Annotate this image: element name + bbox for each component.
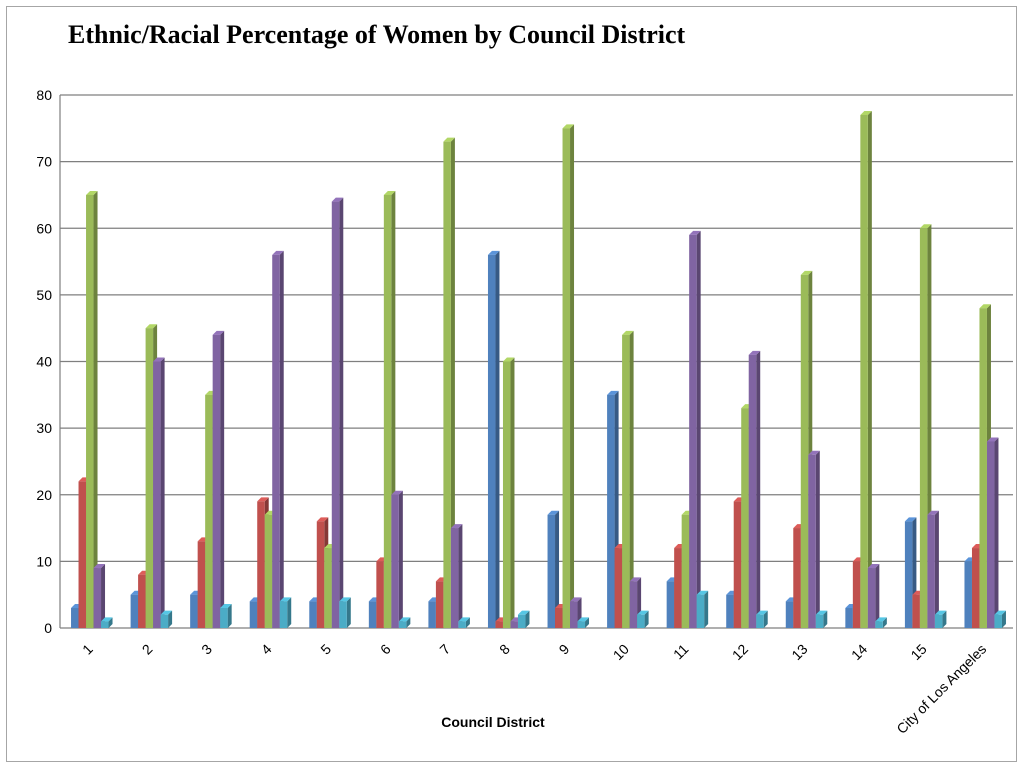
x-tick-label: 11 (670, 641, 692, 663)
x-tick-label: 6 (377, 641, 394, 658)
x-tick-label: 9 (556, 641, 573, 658)
bar (577, 617, 590, 628)
bar (934, 610, 947, 628)
bar (272, 250, 284, 628)
x-tick-label: City of Los Angeles (893, 641, 989, 737)
chart-title: Ethnic/Racial Percentage of Women by Cou… (68, 20, 686, 49)
bar (398, 617, 411, 628)
bar (160, 610, 173, 628)
bar (547, 510, 560, 628)
bar (696, 590, 709, 628)
bar (279, 597, 292, 628)
bar (860, 110, 872, 629)
y-tick-label: 40 (36, 354, 52, 370)
bar (689, 230, 701, 628)
bar (153, 357, 165, 628)
bar (391, 490, 403, 628)
x-tick-label: 13 (788, 641, 810, 663)
bar (443, 137, 455, 628)
y-tick-label: 60 (36, 220, 52, 236)
bar (637, 610, 649, 628)
bar (93, 564, 106, 628)
bar (875, 617, 887, 628)
bar (748, 350, 761, 628)
y-tick-label: 50 (36, 287, 52, 303)
bar (927, 510, 939, 628)
bar (815, 610, 828, 628)
x-tick-label: 5 (317, 641, 334, 658)
x-tick-label: 15 (907, 641, 929, 663)
bar (756, 610, 768, 628)
y-tick-label: 0 (44, 620, 52, 636)
y-tick-label: 30 (36, 420, 52, 436)
x-tick-label: 3 (198, 641, 215, 658)
bar (517, 610, 530, 628)
x-tick-label: 14 (848, 641, 870, 663)
bar (487, 250, 500, 628)
bar (622, 330, 634, 628)
bar (808, 450, 820, 628)
bar (339, 597, 351, 628)
bar (212, 330, 225, 628)
x-tick-label: 1 (79, 641, 96, 658)
y-tick-label: 70 (36, 154, 52, 170)
y-tick-label: 20 (36, 487, 52, 503)
x-tick-label: 2 (139, 641, 156, 658)
x-tick-label: 7 (436, 641, 453, 658)
bars (71, 110, 1006, 629)
x-tick-label: 10 (610, 641, 632, 663)
x-tick-label: 12 (729, 641, 751, 663)
bar (450, 524, 463, 628)
bar (101, 617, 113, 628)
bar (867, 564, 880, 628)
y-tick-label: 10 (36, 553, 52, 569)
bar (502, 357, 515, 628)
bar (986, 437, 999, 628)
bar (458, 617, 470, 628)
y-tick-label: 80 (36, 87, 52, 103)
x-tick-label: 4 (258, 641, 275, 658)
bar (220, 604, 232, 628)
x-tick-label: 8 (496, 641, 513, 658)
x-axis-label: Council District (441, 714, 545, 730)
bar (86, 190, 98, 628)
bar (331, 197, 344, 628)
bar (994, 610, 1006, 628)
gridlines (59, 94, 1013, 629)
y-axis-ticks: 0 10 20 30 40 50 60 70 80 (36, 87, 52, 636)
bar (562, 124, 575, 628)
